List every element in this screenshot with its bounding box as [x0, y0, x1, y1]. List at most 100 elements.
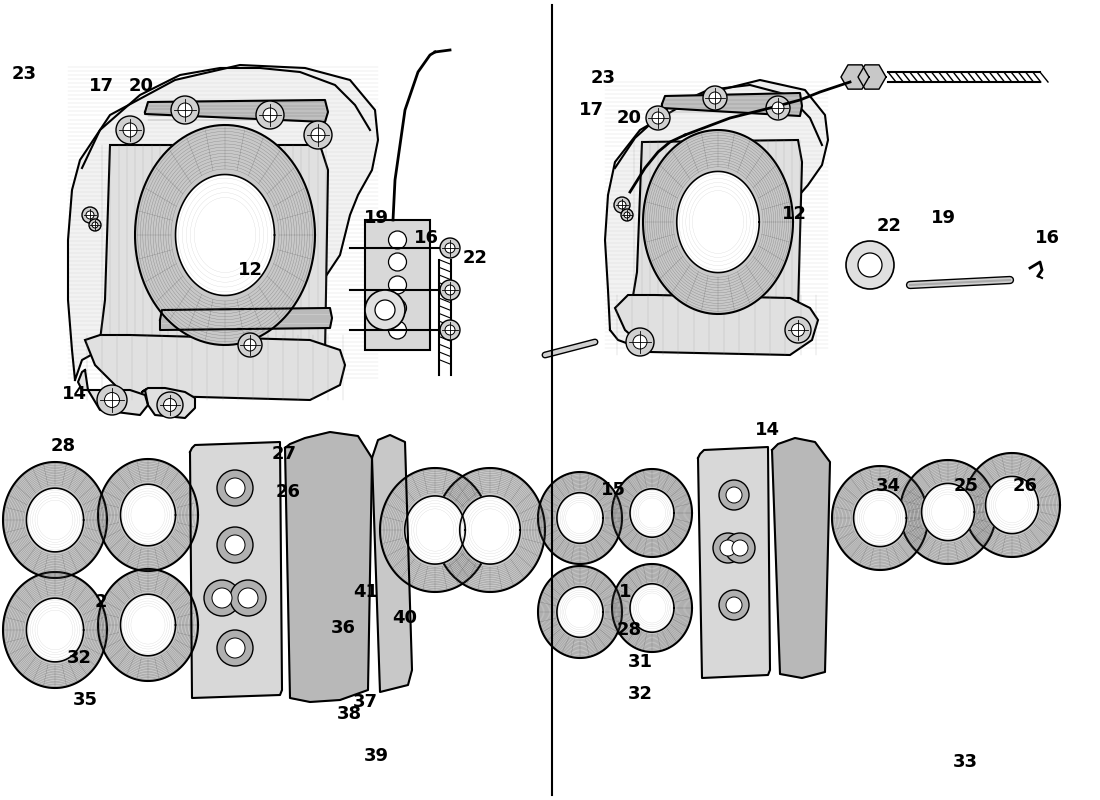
Circle shape [217, 470, 253, 506]
Polygon shape [615, 295, 818, 355]
Text: 36: 36 [331, 619, 355, 637]
Circle shape [703, 86, 727, 110]
Circle shape [446, 243, 455, 253]
Circle shape [97, 385, 126, 415]
Circle shape [226, 638, 245, 658]
Circle shape [388, 231, 407, 249]
Circle shape [726, 487, 742, 503]
Circle shape [238, 588, 258, 608]
Circle shape [388, 299, 407, 317]
Circle shape [104, 393, 120, 407]
Circle shape [212, 588, 232, 608]
Polygon shape [612, 564, 692, 652]
Circle shape [388, 321, 407, 339]
Circle shape [725, 533, 755, 563]
Circle shape [446, 285, 455, 295]
Circle shape [621, 209, 632, 221]
Polygon shape [68, 65, 378, 380]
Polygon shape [78, 370, 148, 415]
Polygon shape [644, 130, 793, 314]
Text: 25: 25 [954, 478, 978, 495]
Circle shape [226, 535, 245, 555]
Polygon shape [405, 496, 465, 564]
Text: 39: 39 [364, 747, 388, 765]
Polygon shape [160, 308, 332, 330]
Polygon shape [557, 586, 603, 638]
Text: 33: 33 [954, 753, 978, 770]
Text: 37: 37 [353, 694, 377, 711]
Circle shape [626, 328, 654, 356]
Circle shape [719, 590, 749, 620]
Circle shape [89, 219, 101, 231]
Polygon shape [605, 80, 828, 350]
Polygon shape [98, 459, 198, 571]
Text: 40: 40 [393, 609, 417, 626]
Bar [365, 220, 430, 350]
Text: 1: 1 [618, 583, 631, 601]
Text: 32: 32 [628, 686, 652, 703]
Polygon shape [176, 174, 275, 295]
Polygon shape [676, 171, 759, 273]
Text: 17: 17 [580, 102, 604, 119]
Circle shape [766, 96, 790, 120]
Circle shape [116, 116, 144, 144]
Polygon shape [557, 493, 603, 543]
Circle shape [217, 630, 253, 666]
Polygon shape [145, 100, 328, 122]
Circle shape [123, 123, 138, 137]
Text: 31: 31 [628, 654, 652, 671]
Circle shape [86, 211, 94, 219]
Polygon shape [772, 438, 830, 678]
Circle shape [785, 317, 811, 343]
Text: 12: 12 [782, 206, 806, 223]
Polygon shape [662, 93, 802, 116]
Circle shape [82, 207, 98, 223]
Polygon shape [100, 145, 328, 355]
Circle shape [238, 333, 262, 357]
Polygon shape [379, 468, 490, 592]
Text: 23: 23 [591, 70, 615, 87]
Text: 16: 16 [415, 230, 439, 247]
Text: 26: 26 [1013, 478, 1037, 495]
Polygon shape [632, 140, 802, 315]
Circle shape [304, 121, 332, 149]
Polygon shape [26, 598, 84, 662]
Text: 22: 22 [463, 249, 487, 266]
Circle shape [157, 392, 183, 418]
Text: 16: 16 [1035, 230, 1059, 247]
Polygon shape [135, 125, 315, 345]
Circle shape [164, 398, 176, 411]
Circle shape [772, 102, 784, 114]
Polygon shape [842, 65, 869, 89]
Circle shape [646, 106, 670, 130]
Text: 27: 27 [272, 446, 296, 463]
Circle shape [204, 580, 240, 616]
Polygon shape [538, 472, 621, 564]
Circle shape [440, 280, 460, 300]
Polygon shape [858, 65, 886, 89]
Circle shape [624, 212, 630, 218]
Circle shape [732, 540, 748, 556]
Circle shape [446, 325, 455, 335]
Text: 20: 20 [129, 78, 153, 95]
Polygon shape [964, 453, 1060, 557]
Circle shape [311, 128, 324, 142]
Circle shape [720, 540, 736, 556]
Polygon shape [190, 442, 282, 698]
Text: 19: 19 [364, 209, 388, 226]
Circle shape [710, 92, 720, 104]
Polygon shape [922, 483, 975, 541]
Polygon shape [854, 490, 906, 546]
Text: 12: 12 [239, 262, 263, 279]
Text: 34: 34 [877, 478, 901, 495]
Circle shape [375, 300, 395, 320]
Polygon shape [142, 388, 195, 418]
Text: 32: 32 [67, 649, 91, 666]
Circle shape [614, 197, 630, 213]
Circle shape [792, 323, 804, 337]
Text: 28: 28 [51, 438, 75, 455]
Polygon shape [372, 435, 412, 692]
Circle shape [858, 253, 882, 277]
Polygon shape [630, 584, 674, 632]
Circle shape [719, 480, 749, 510]
